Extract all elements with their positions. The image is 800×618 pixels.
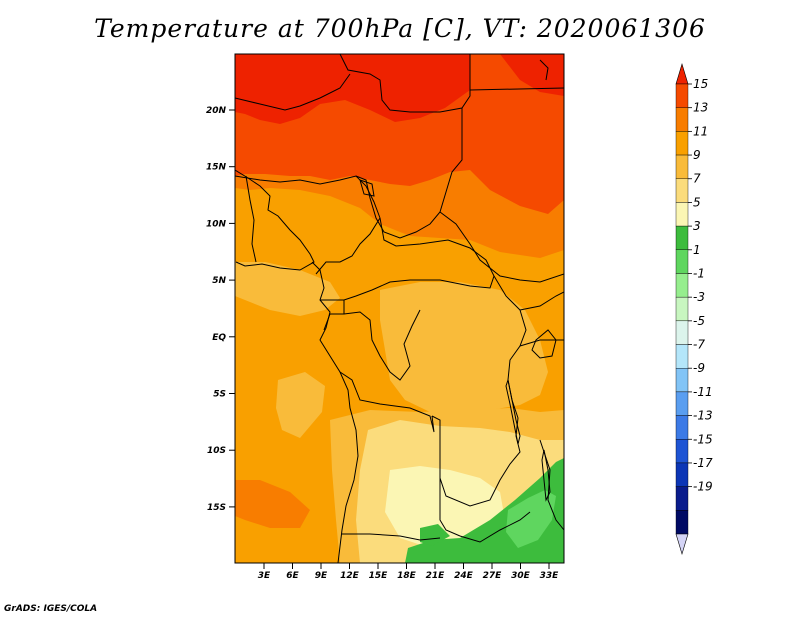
colorbar-label: -7: [693, 338, 705, 352]
lat-tick-label: 5N: [212, 276, 226, 286]
contour-9-11-sw: [235, 480, 310, 528]
border-angola-zambia: [439, 478, 461, 537]
colorbar-swatch: [675, 391, 689, 416]
border-chad-sudan: [355, 108, 463, 239]
map-frame: [234, 53, 565, 564]
border-nigeria-cameroon: [315, 217, 381, 275]
lat-tick-label: 5S: [213, 390, 226, 400]
lon-tick-label: 18E: [397, 571, 417, 581]
colorbar-label: -5: [693, 314, 705, 328]
lat-tick-label: 15S: [207, 503, 226, 513]
latitude-axis: 20N 15N 10N 5N EQ 5S 10S 15S: [206, 106, 235, 513]
colorbar-swatch: [675, 320, 689, 345]
colorbar-swatch: [675, 368, 689, 393]
contour-7-9-west: [235, 262, 340, 316]
contour-minus1-1: [506, 490, 556, 548]
colorbar-swatch: [675, 273, 689, 298]
lake-victoria: [531, 329, 557, 359]
colorbar-arrow-top: [675, 62, 689, 85]
colorbar-label: -9: [693, 361, 705, 375]
colorbar-swatch: [675, 202, 689, 227]
border-benin: [245, 175, 257, 263]
contour-7-9-central: [380, 282, 548, 414]
colorbar: 15 13 11 9 7 5 3 1 -1 -3 -5 -7 -9 -11 -13 -15 -17 -19: [675, 62, 713, 556]
colorbar-label: 5: [693, 195, 701, 209]
colorbar-swatch: [675, 154, 689, 179]
coastline-east-small: [539, 59, 549, 81]
border-zambia-zimbabwe: [459, 511, 531, 543]
lake-tanganyika: [505, 378, 521, 445]
chart-title: Temperature at 700hPa [C], VT: 202006130…: [94, 14, 706, 43]
colorbar-label: 7: [693, 172, 701, 186]
colorbar-swatch: [675, 415, 689, 440]
border-north-2: [235, 73, 351, 111]
colorbar-label: -13: [693, 409, 713, 423]
border-south-sudan: [439, 211, 564, 283]
colorbar-label: -19: [693, 480, 713, 494]
temperature-field: [235, 54, 564, 563]
lat-tick-label: 10N: [206, 219, 227, 229]
lon-tick-label: 24E: [454, 571, 474, 581]
lon-tick-label: 9E: [315, 571, 328, 581]
contour-7-9-sw: [276, 372, 325, 438]
colorbar-swatch: [675, 225, 689, 250]
colorbar-label: 15: [693, 77, 708, 91]
lon-tick-label: 33E: [540, 571, 560, 581]
colorbar-swatch: [675, 131, 689, 156]
lon-tick-label: 3E: [258, 571, 271, 581]
lon-tick-label: 27E: [483, 571, 503, 581]
border-angola-namibia: [342, 533, 441, 541]
lake-malawi: [541, 449, 551, 502]
colorbar-label: -1: [693, 266, 705, 280]
lon-tick-label: 6E: [286, 571, 299, 581]
colorbar-label: -11: [693, 385, 713, 399]
coastline-west: [235, 169, 315, 271]
border-east-north: [469, 87, 564, 91]
lon-tick-label: 30E: [511, 571, 531, 581]
lake-chad: [359, 179, 375, 197]
border-car: [343, 217, 495, 301]
country-borders: [235, 54, 564, 563]
border-angola-drc: [339, 371, 435, 433]
colorbar-label: 9: [693, 148, 701, 162]
border-north-1: [339, 54, 471, 113]
contour-3-5: [385, 466, 505, 548]
colorbar-swatch: [675, 178, 689, 203]
colorbar-label: 11: [693, 124, 708, 138]
longitude-axis: 3E 6E 9E 12E 15E 18E 21E 24E 27E 30E 33E: [258, 563, 559, 581]
lon-tick-label: 21E: [426, 571, 446, 581]
colorbar-arrow-bottom: [675, 533, 689, 556]
lon-tick-label: 12E: [340, 571, 360, 581]
colorbar-swatch: [675, 439, 689, 464]
colorbar-swatch: [675, 83, 689, 108]
border-niger-nigeria: [235, 175, 381, 219]
colorbar-swatch: [675, 510, 689, 535]
colorbar-swatch: [675, 462, 689, 487]
border-congo: [343, 309, 421, 381]
colorbar-label: 13: [693, 101, 708, 115]
colorbar-swatch: [675, 486, 689, 511]
colorbar-swatch: [675, 296, 689, 322]
colorbar-label: -17: [693, 456, 713, 470]
footer-credit: GrADS: IGES/COLA: [4, 604, 98, 614]
lat-tick-label: 20N: [206, 106, 227, 116]
contour-15-plus: [235, 54, 470, 124]
colorbar-swatch: [675, 107, 689, 132]
lat-tick-label: EQ: [212, 333, 226, 343]
lat-tick-label: 15N: [206, 163, 227, 173]
colorbar-label: 3: [693, 219, 701, 233]
lat-tick-label: 10S: [207, 446, 226, 456]
colorbar-swatch: [675, 344, 689, 369]
colorbar-swatch: [675, 249, 689, 274]
contour-15-plus-east: [500, 54, 564, 96]
colorbar-label: -15: [693, 432, 713, 446]
colorbar-label: -3: [693, 290, 705, 304]
contour-1-3-west: [420, 524, 450, 546]
colorbar-label: 1: [693, 243, 701, 257]
lon-tick-label: 15E: [369, 571, 389, 581]
